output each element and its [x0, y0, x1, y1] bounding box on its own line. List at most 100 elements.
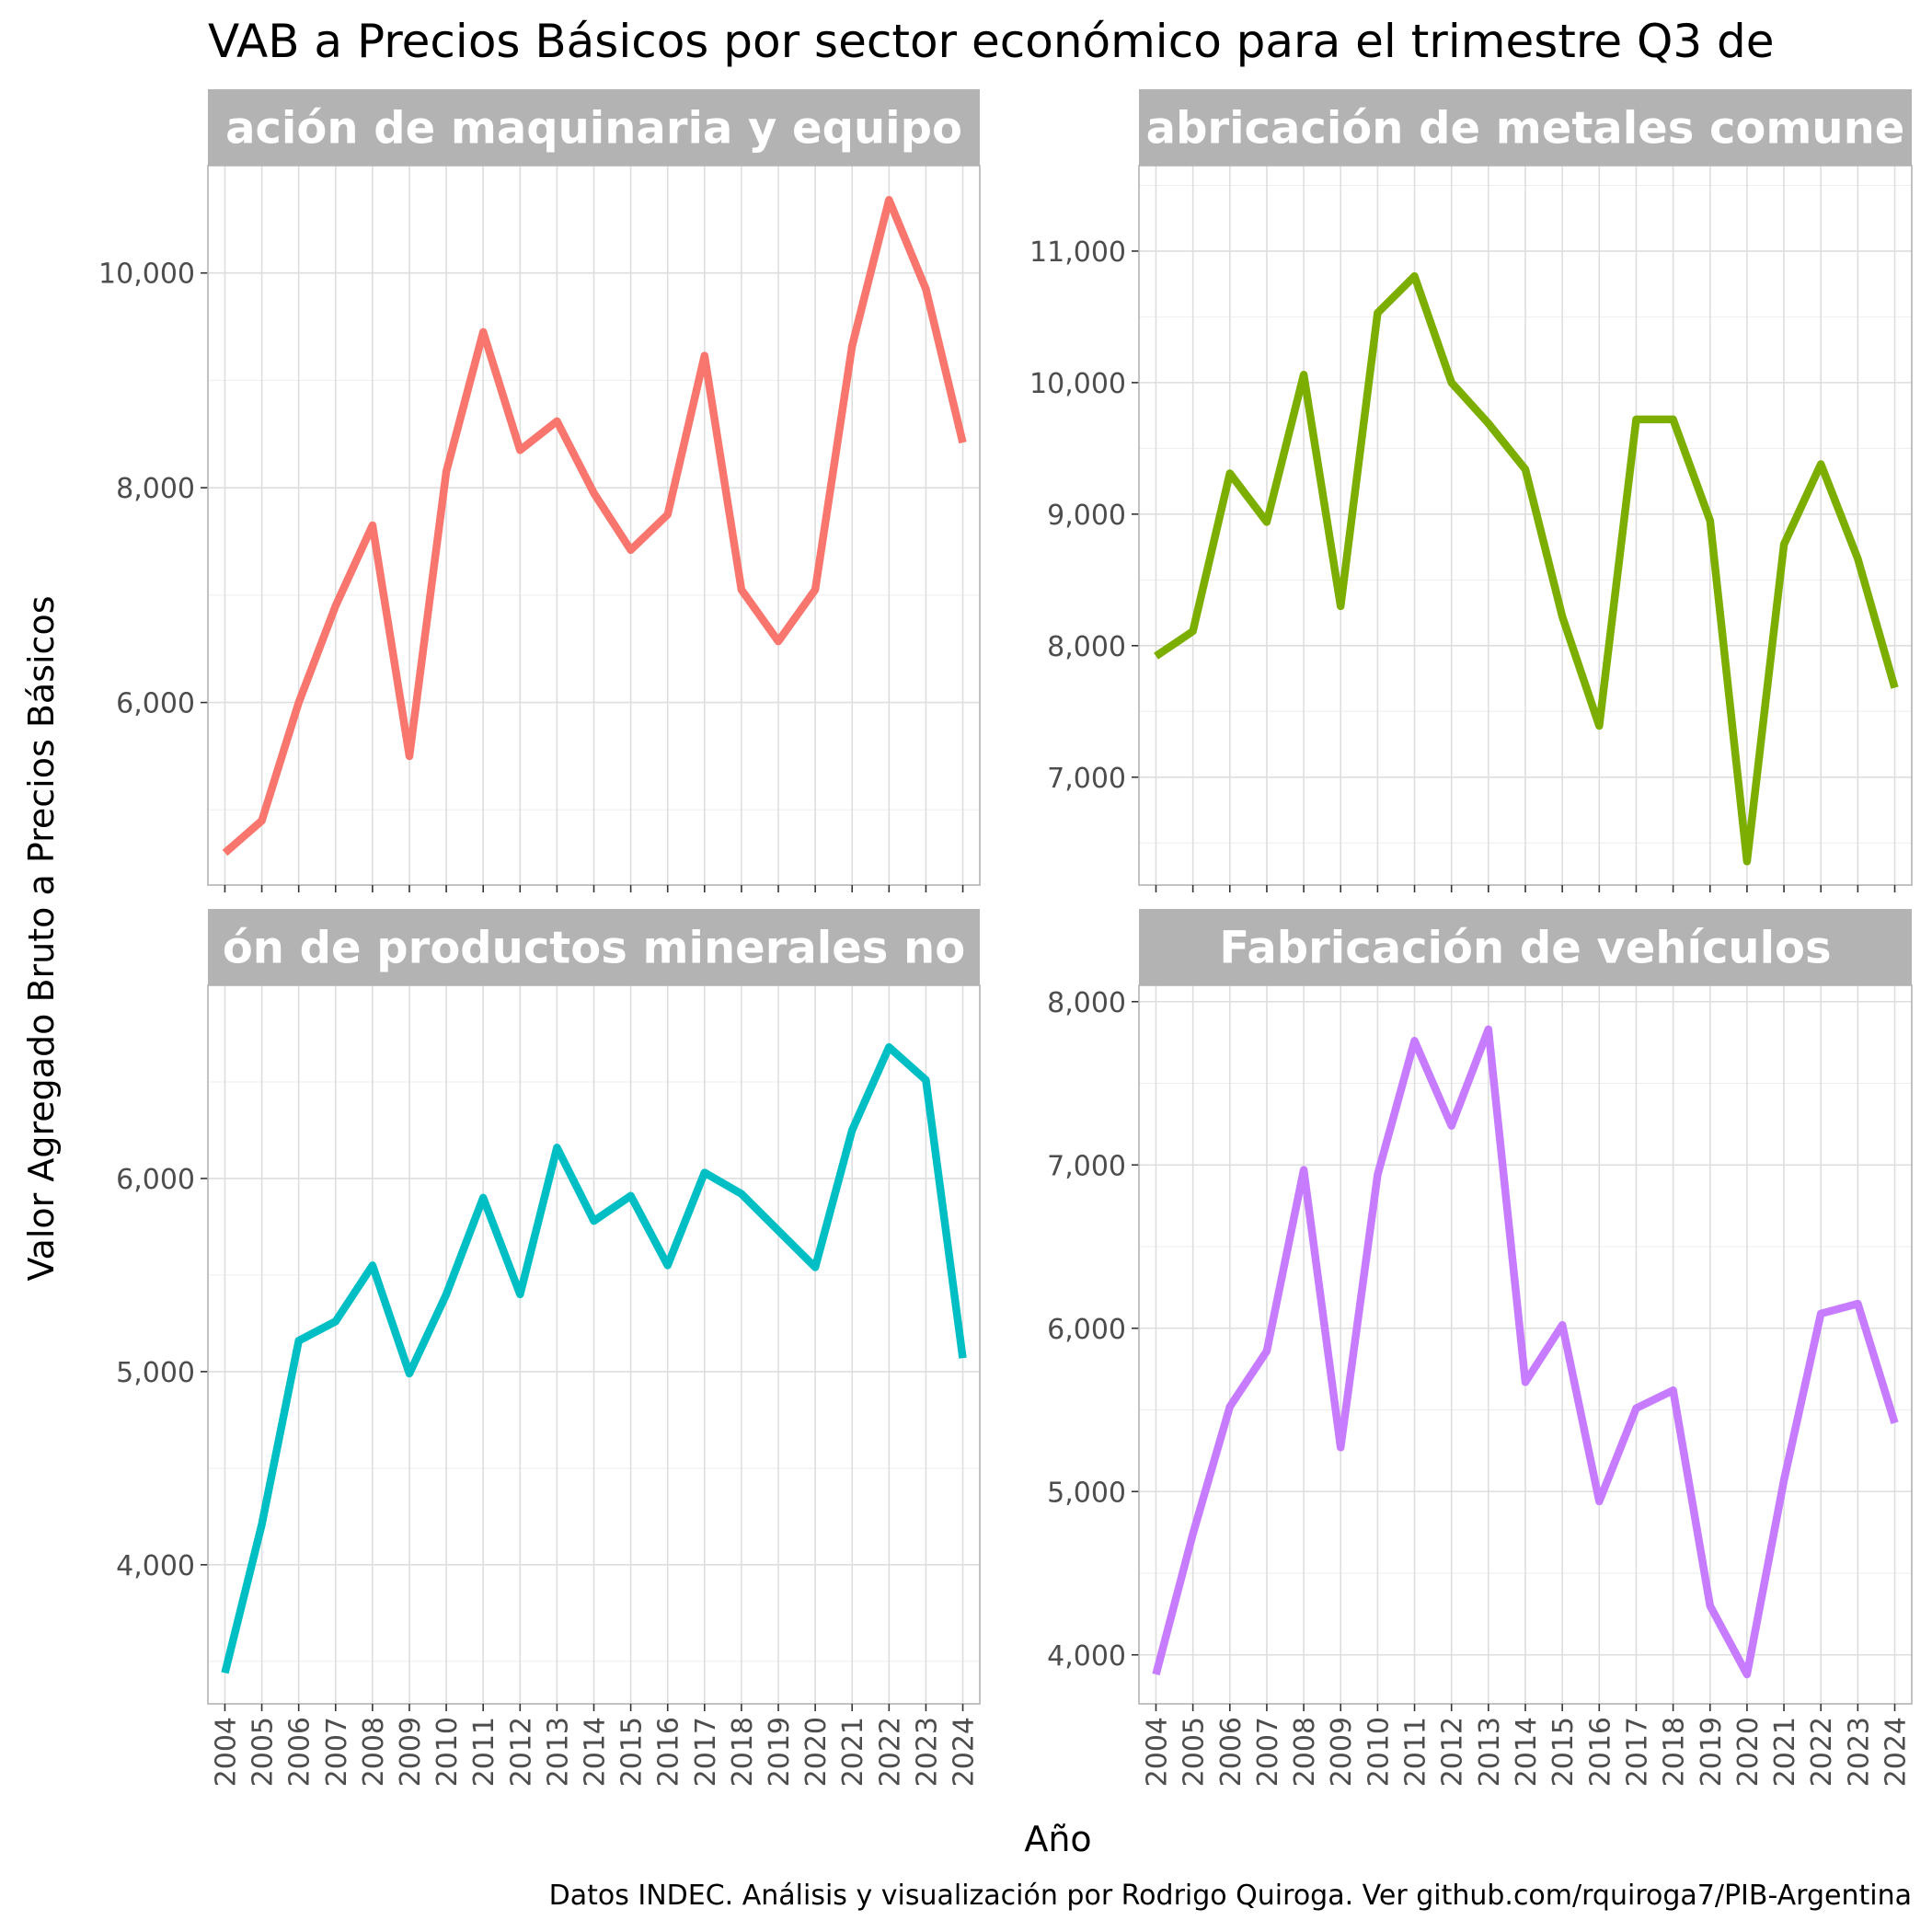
data-point [1854, 1300, 1861, 1307]
x-tick-label: 2022 [1806, 1717, 1838, 1787]
series-line [222, 196, 967, 857]
x-tick-label: 2020 [1732, 1717, 1765, 1787]
data-point [922, 285, 929, 293]
data-point [1892, 1420, 1899, 1427]
facet-strip [208, 909, 980, 985]
data-point [479, 328, 487, 336]
data-point [627, 546, 635, 554]
data-point [221, 849, 228, 857]
data-point [369, 522, 376, 529]
data-point [811, 586, 819, 593]
data-point [516, 1291, 523, 1298]
x-tick-label: 2015 [1547, 1717, 1580, 1787]
y-axis-title: Valor Agregado Bruto a Precios Básicos [21, 596, 62, 1282]
data-point [738, 1190, 745, 1198]
x-tick-label: 2008 [1289, 1717, 1321, 1787]
data-point [259, 1521, 266, 1528]
data-point [1743, 1671, 1751, 1678]
data-point [443, 1291, 450, 1298]
data-point [1595, 1498, 1603, 1505]
x-tick-label: 2016 [1584, 1717, 1616, 1787]
x-tick-label: 2016 [653, 1717, 685, 1787]
data-point [664, 1261, 672, 1269]
data-point [1411, 272, 1419, 280]
facet-panel: 6,000 8,000 10,000 ación de maquinaria y eq… [98, 89, 981, 892]
data-point [811, 1264, 819, 1271]
data-point [591, 1217, 598, 1225]
data-point [1337, 603, 1344, 610]
x-tick-label: 2023 [911, 1717, 943, 1787]
data-point [1485, 1026, 1492, 1033]
y-tick-label: 4,000 [1047, 1640, 1126, 1673]
x-axis-title: Año [1024, 1819, 1091, 1859]
data-point [1152, 1671, 1159, 1678]
data-point [1522, 1378, 1529, 1386]
facet-strip-title: ación de maquinaria y equipo [225, 103, 962, 155]
data-point [295, 699, 303, 707]
x-tick-label: 2017 [1621, 1717, 1653, 1787]
data-point [701, 352, 708, 360]
x-tick-label: 2024 [1880, 1717, 1913, 1787]
data-point [332, 1317, 339, 1325]
data-point [1152, 652, 1159, 660]
x-tick-label: 2019 [764, 1717, 796, 1787]
data-point [1892, 684, 1899, 692]
data-point [406, 753, 413, 760]
x-tick-label: 2013 [1474, 1717, 1506, 1787]
x-tick-label: 2004 [210, 1717, 242, 1787]
data-point [1558, 1321, 1566, 1328]
y-tick-label: 8,000 [116, 473, 195, 505]
x-tick-label: 2005 [247, 1717, 280, 1787]
chart-title: VAB a Precios Básicos por sector económi… [208, 15, 1775, 68]
series-line [221, 1042, 967, 1674]
x-tick-label: 2021 [1769, 1717, 1801, 1787]
data-point [443, 468, 450, 476]
data-point [738, 586, 745, 593]
data-point [848, 342, 856, 350]
series-line [1152, 1025, 1899, 1679]
data-point [885, 196, 892, 203]
caption: Datos INDEC. Análisis y visualización po… [549, 1880, 1912, 1912]
y-tick-label: 5,000 [1047, 1477, 1126, 1509]
data-point [1411, 1037, 1419, 1044]
x-tick-label: 2012 [505, 1717, 537, 1787]
data-point [664, 511, 672, 518]
x-tick-label: 2020 [800, 1717, 833, 1787]
data-point [1337, 1443, 1344, 1451]
x-tick-label: 2007 [321, 1717, 353, 1787]
facet-panel: 7,000 8,000 9,000 10,000 11,000 abricación de… [1029, 89, 1913, 892]
data-point [1780, 1477, 1788, 1484]
x-tick-label: 2005 [1179, 1717, 1211, 1787]
data-point [479, 1194, 487, 1202]
data-point [1263, 1348, 1271, 1355]
data-point [369, 1261, 376, 1269]
x-tick-label: 2009 [395, 1717, 427, 1787]
data-point [922, 1076, 929, 1084]
x-tick-label: 2012 [1437, 1717, 1469, 1787]
y-tick-label: 7,000 [1047, 1150, 1126, 1182]
data-point [221, 1669, 228, 1676]
y-tick-label: 6,000 [1047, 1314, 1126, 1346]
data-point [591, 489, 598, 497]
y-tick-label: 5,000 [116, 1357, 195, 1389]
data-point [1300, 371, 1307, 378]
data-point [1448, 1122, 1455, 1130]
data-point [1595, 722, 1603, 730]
x-tick-label: 2018 [727, 1717, 759, 1787]
x-tick-label: 2014 [1511, 1717, 1543, 1787]
data-point [1707, 1603, 1714, 1610]
x-tick-label: 2015 [616, 1717, 649, 1787]
facet-strip-title: abricación de metales comune [1146, 103, 1905, 155]
x-tick-label: 2018 [1659, 1717, 1691, 1787]
data-point [1632, 1405, 1639, 1412]
x-tick-label: 2009 [1326, 1717, 1358, 1787]
data-point [1522, 466, 1529, 473]
data-point [1300, 1167, 1307, 1174]
x-tick-label: 2010 [431, 1717, 464, 1787]
data-point [1374, 1171, 1381, 1179]
x-tick-label: 2021 [837, 1717, 869, 1787]
x-tick-label: 2007 [1252, 1717, 1284, 1787]
